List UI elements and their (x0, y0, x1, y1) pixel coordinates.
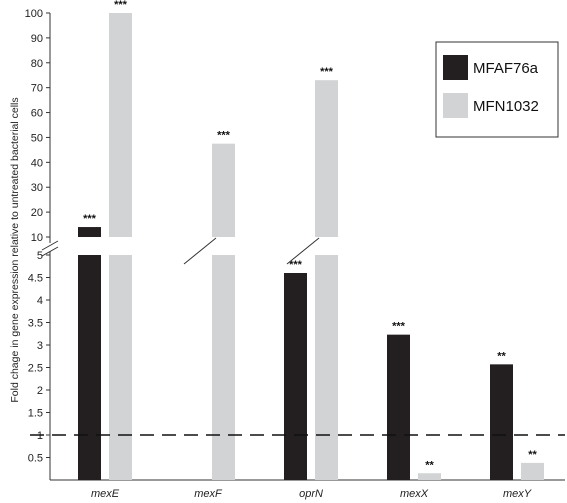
significance-label: ** (497, 350, 506, 362)
x-tick-label: mexE (91, 488, 120, 500)
bar-mexE-MFAF76a-lower (78, 255, 101, 480)
y-tick-label: 10 (31, 232, 43, 244)
y-tick-label: 1.5 (28, 408, 43, 420)
y-tick-label: 4.5 (28, 273, 43, 285)
y-tick-label: 60 (31, 108, 43, 120)
y-tick-label: 90 (31, 33, 43, 45)
y-tick-label: 4 (37, 295, 43, 307)
y-tick-label: 3 (37, 340, 43, 352)
y-tick-label: 20 (31, 207, 43, 219)
bar-mexF-MFN1032-upper (212, 143, 235, 237)
bars: ************************ (30, 0, 565, 480)
y-axis: 0.5 1 1.5 2 2.5 3 3.5 4 4.5 5 10 20 30 40 50 60 70 80 90 10… (25, 8, 565, 481)
legend-swatch (443, 93, 468, 118)
y-tick-label: 0.5 (28, 453, 43, 465)
bar-mexE-MFAF76a-upper (78, 227, 101, 237)
y-axis-label: Fold chage in gene expression relative t… (9, 97, 21, 402)
axis-break-mark (41, 246, 59, 257)
bar-break-mark (286, 237, 320, 265)
bar-mexE-MFN1032-upper (109, 13, 132, 237)
y-tick-label: 2 (37, 385, 43, 397)
significance-label: *** (320, 66, 334, 78)
bar-break-mark (183, 237, 217, 265)
legend-swatch (443, 55, 468, 80)
legend-label: MFAF76a (473, 60, 539, 77)
bar-oprN-MFN1032-upper (315, 80, 338, 237)
bar-mexE-MFN1032-lower (109, 255, 132, 480)
axis-break-mark (41, 240, 59, 251)
significance-label: *** (289, 259, 303, 271)
bar-oprN-MFAF76a (284, 273, 307, 480)
y-tick-label: 80 (31, 58, 43, 70)
bar-mexF-MFN1032-lower (212, 255, 235, 480)
y-tick-label: 3.5 (28, 318, 43, 330)
legend-label: MFN1032 (473, 98, 539, 115)
x-axis-labels: mexE mexF oprN mexX mexY (91, 488, 532, 500)
legend: MFAF76a MFN1032 (435, 41, 559, 138)
significance-label: ** (528, 449, 537, 461)
significance-label: *** (392, 321, 406, 333)
x-tick-label: mexY (503, 488, 532, 500)
bar-mexY-MFAF76a (490, 364, 513, 480)
bar-oprN-MFN1032-lower (315, 255, 338, 480)
y-tick-label: 30 (31, 182, 43, 194)
bar-mexX-MFAF76a (387, 334, 410, 480)
x-tick-label: oprN (299, 488, 323, 500)
y-tick-label: 40 (31, 157, 43, 169)
bar-mexY-MFN1032 (521, 462, 544, 480)
significance-label: *** (217, 130, 231, 142)
y-tick-label: 1 (37, 430, 43, 442)
significance-label: ** (425, 459, 434, 471)
x-tick-label: mexX (400, 488, 429, 500)
y-tick-label: 50 (31, 132, 43, 144)
significance-label: *** (83, 213, 97, 225)
x-tick-label: mexF (194, 488, 223, 500)
y-tick-label: 5 (37, 250, 43, 262)
y-tick-label: 2.5 (28, 363, 43, 375)
y-tick-label: 70 (31, 83, 43, 95)
bar-mexX-MFN1032 (418, 473, 441, 480)
significance-label: *** (114, 0, 128, 11)
y-tick-label: 100 (25, 8, 43, 20)
